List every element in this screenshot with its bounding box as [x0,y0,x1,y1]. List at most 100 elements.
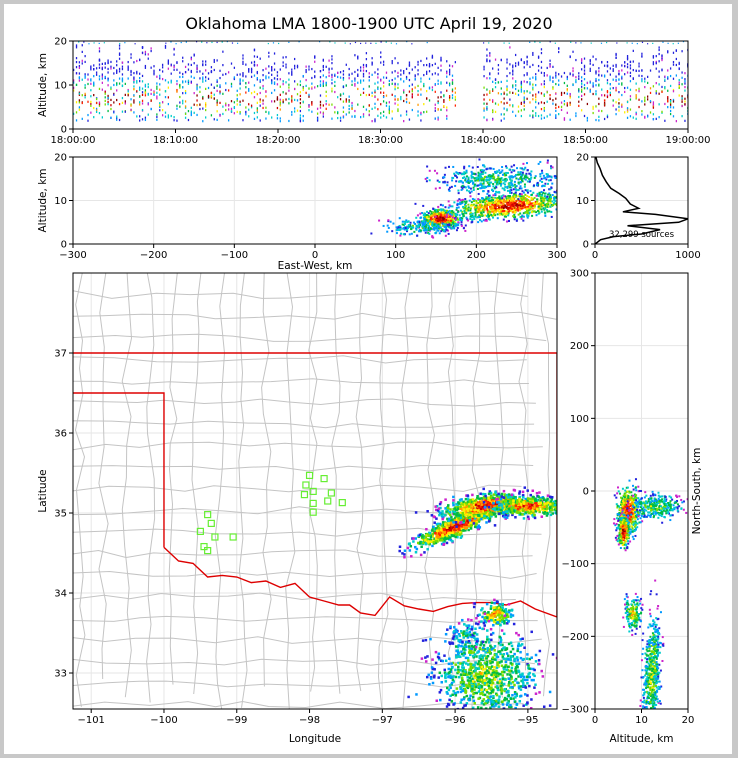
source-cell [167,59,170,62]
source-cell [488,181,491,184]
source-cell [328,71,330,74]
source-cell [176,82,178,86]
source-cell [427,212,430,215]
source-cell [681,104,683,108]
source-cell [248,70,250,73]
source-cell [400,95,402,99]
source-cell [641,78,643,81]
source-cell [443,529,447,533]
source-cell [493,186,496,189]
source-cell [505,206,508,209]
source-cell [421,538,425,541]
source-cell [478,184,481,187]
source-cell [669,106,672,109]
source-cell [598,119,600,122]
source-cell [513,164,516,167]
county-line [214,273,226,709]
source-cell [548,188,551,191]
source-cell [592,85,594,88]
source-cell [486,211,489,214]
source-cell [489,52,491,55]
source-cell [397,86,399,90]
source-cell [615,53,617,57]
source-cell [563,205,565,207]
source-cell [459,209,462,212]
source-cell [523,199,526,202]
source-cell [426,176,429,179]
source-cell [242,99,244,102]
source-cell [652,101,655,104]
source-cell [601,109,603,113]
source-cell [357,103,359,106]
source-cell [446,81,448,84]
source-cell [348,111,350,114]
source-cell [239,93,241,96]
source-cell [365,65,368,68]
source-cell [110,60,112,64]
source-cell [405,94,408,97]
source-cell [481,512,484,516]
source-cell [513,192,516,195]
source-cell [267,42,269,45]
source-cell [480,220,483,223]
source-cell [520,83,523,86]
source-cell [391,62,393,65]
source-cell [459,203,462,206]
source-cell [380,87,382,90]
source-cell [374,102,376,105]
source-cell [101,77,103,80]
source-cell [532,76,534,79]
source-cell [464,521,467,524]
source-cell [562,197,564,199]
source-cell [398,549,401,553]
source-cell [503,178,506,181]
source-cell [517,110,520,113]
source-cell [546,100,548,103]
source-cell [459,536,463,539]
county-line [168,273,178,685]
source-cell [482,207,485,210]
source-cell [216,103,218,107]
source-cell [342,70,345,73]
source-cell [514,80,517,83]
source-cell [348,73,350,76]
source-cell [253,96,256,99]
source-cell [461,513,465,517]
source-cell [436,229,439,232]
source-cell [362,115,365,118]
source-cell [196,99,198,102]
source-cell [494,110,497,113]
source-cell [498,177,501,180]
source-cell [530,193,533,196]
source-cell [503,188,506,191]
source-cell [560,105,563,108]
source-cell [684,119,686,122]
source-cell [216,59,218,62]
source-cell [562,174,564,176]
source-cell [84,86,86,89]
source-cell [533,184,536,187]
source-cell [434,215,437,218]
source-cell [678,78,680,82]
source-cell [535,114,537,117]
source-cell [621,75,623,78]
county-line [73,700,524,709]
source-cell [500,195,503,198]
source-cell [199,86,201,89]
source-cell [182,86,184,89]
source-cell [635,82,637,85]
source-cell [575,42,577,44]
source-cell [476,216,479,219]
source-cell [456,203,459,206]
source-cell [388,105,390,108]
source-cell [521,180,524,183]
source-cell [514,194,517,197]
source-cell [182,92,184,95]
source-cell [325,65,327,68]
source-cell [483,219,486,222]
source-cell [73,79,75,82]
source-cell [638,98,640,101]
source-cell [227,108,230,111]
source-cell [98,102,101,106]
source-cell [288,72,290,75]
